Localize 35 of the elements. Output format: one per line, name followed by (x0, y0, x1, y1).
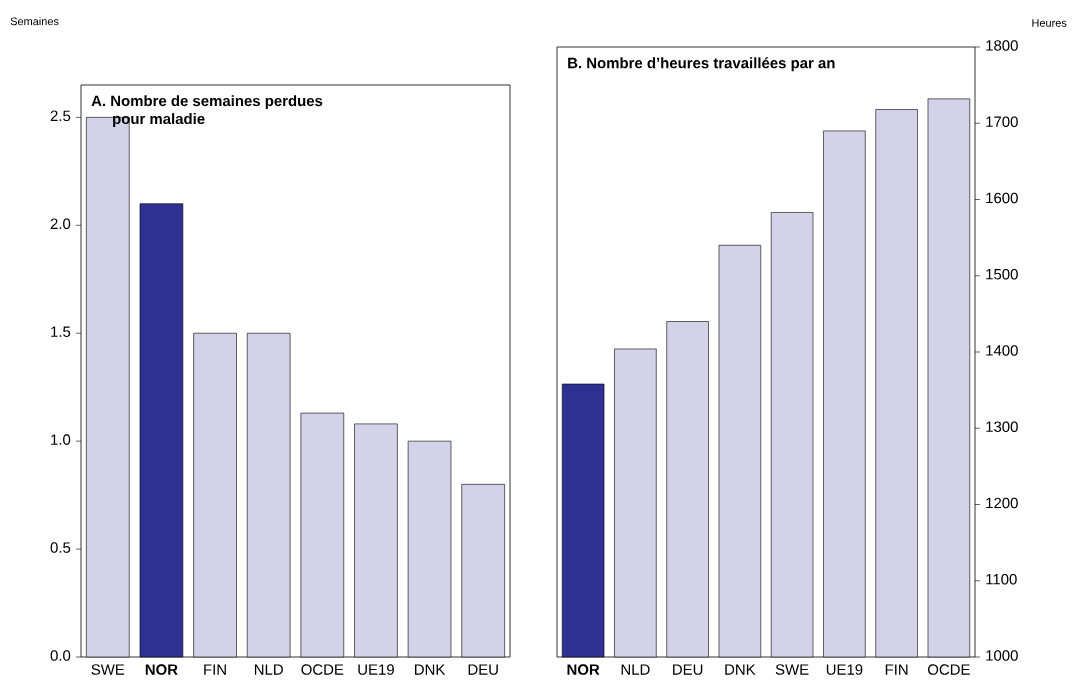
x-tick-label: DNK (725, 664, 756, 675)
x-tick-label: UE19 (826, 664, 863, 675)
y-tick-label: 1200 (986, 497, 1018, 509)
x-tick-label: DNK (415, 664, 446, 675)
y-tick-label: 1.5 (51, 326, 71, 337)
y-tick-label: 1800 (986, 40, 1018, 51)
y-tick-label: 2.5 (50, 110, 71, 122)
x-tick-label: OCDE (927, 664, 970, 675)
x-tick-label: SWE (91, 664, 125, 675)
y-tick-label: 1.0 (51, 434, 71, 445)
x-tick-label: DEU (673, 664, 703, 675)
y-axis-title: Heures (1032, 19, 1067, 27)
y-axis-title: Semaines (10, 17, 59, 26)
y-tick-label: 0.5 (50, 542, 71, 553)
y-tick-label: 1400 (986, 345, 1018, 356)
x-tick-label: NOR (567, 664, 600, 675)
x-tick-label: FIN (885, 664, 908, 675)
x-tick-label: FIN (204, 664, 226, 675)
x-tick-label: NOR (145, 664, 178, 675)
text: A. Nombre de semaines perdues pour maladie (91, 95, 323, 128)
y-tick-label: 2.0 (50, 218, 71, 230)
x-tick-label: DEU (468, 664, 498, 675)
y-tick-label: 1500 (986, 268, 1018, 280)
x-tick-label: NLD (621, 664, 650, 675)
text: B. Nombre d’heures travaillées par an (568, 57, 835, 72)
x-tick-label: NLD (254, 664, 283, 675)
y-tick-label: 1600 (986, 192, 1018, 204)
x-tick-label: OCDE (301, 664, 344, 675)
x-tick-label: SWE (775, 664, 809, 675)
y-tick-label: 1300 (986, 421, 1018, 432)
y-tick-label: 0.0 (50, 650, 71, 661)
y-tick-label: 1100 (986, 573, 1017, 585)
y-tick-label: 1000 (986, 650, 1018, 661)
x-tick-label: UE19 (358, 664, 394, 675)
y-tick-label: 1700 (986, 116, 1018, 127)
